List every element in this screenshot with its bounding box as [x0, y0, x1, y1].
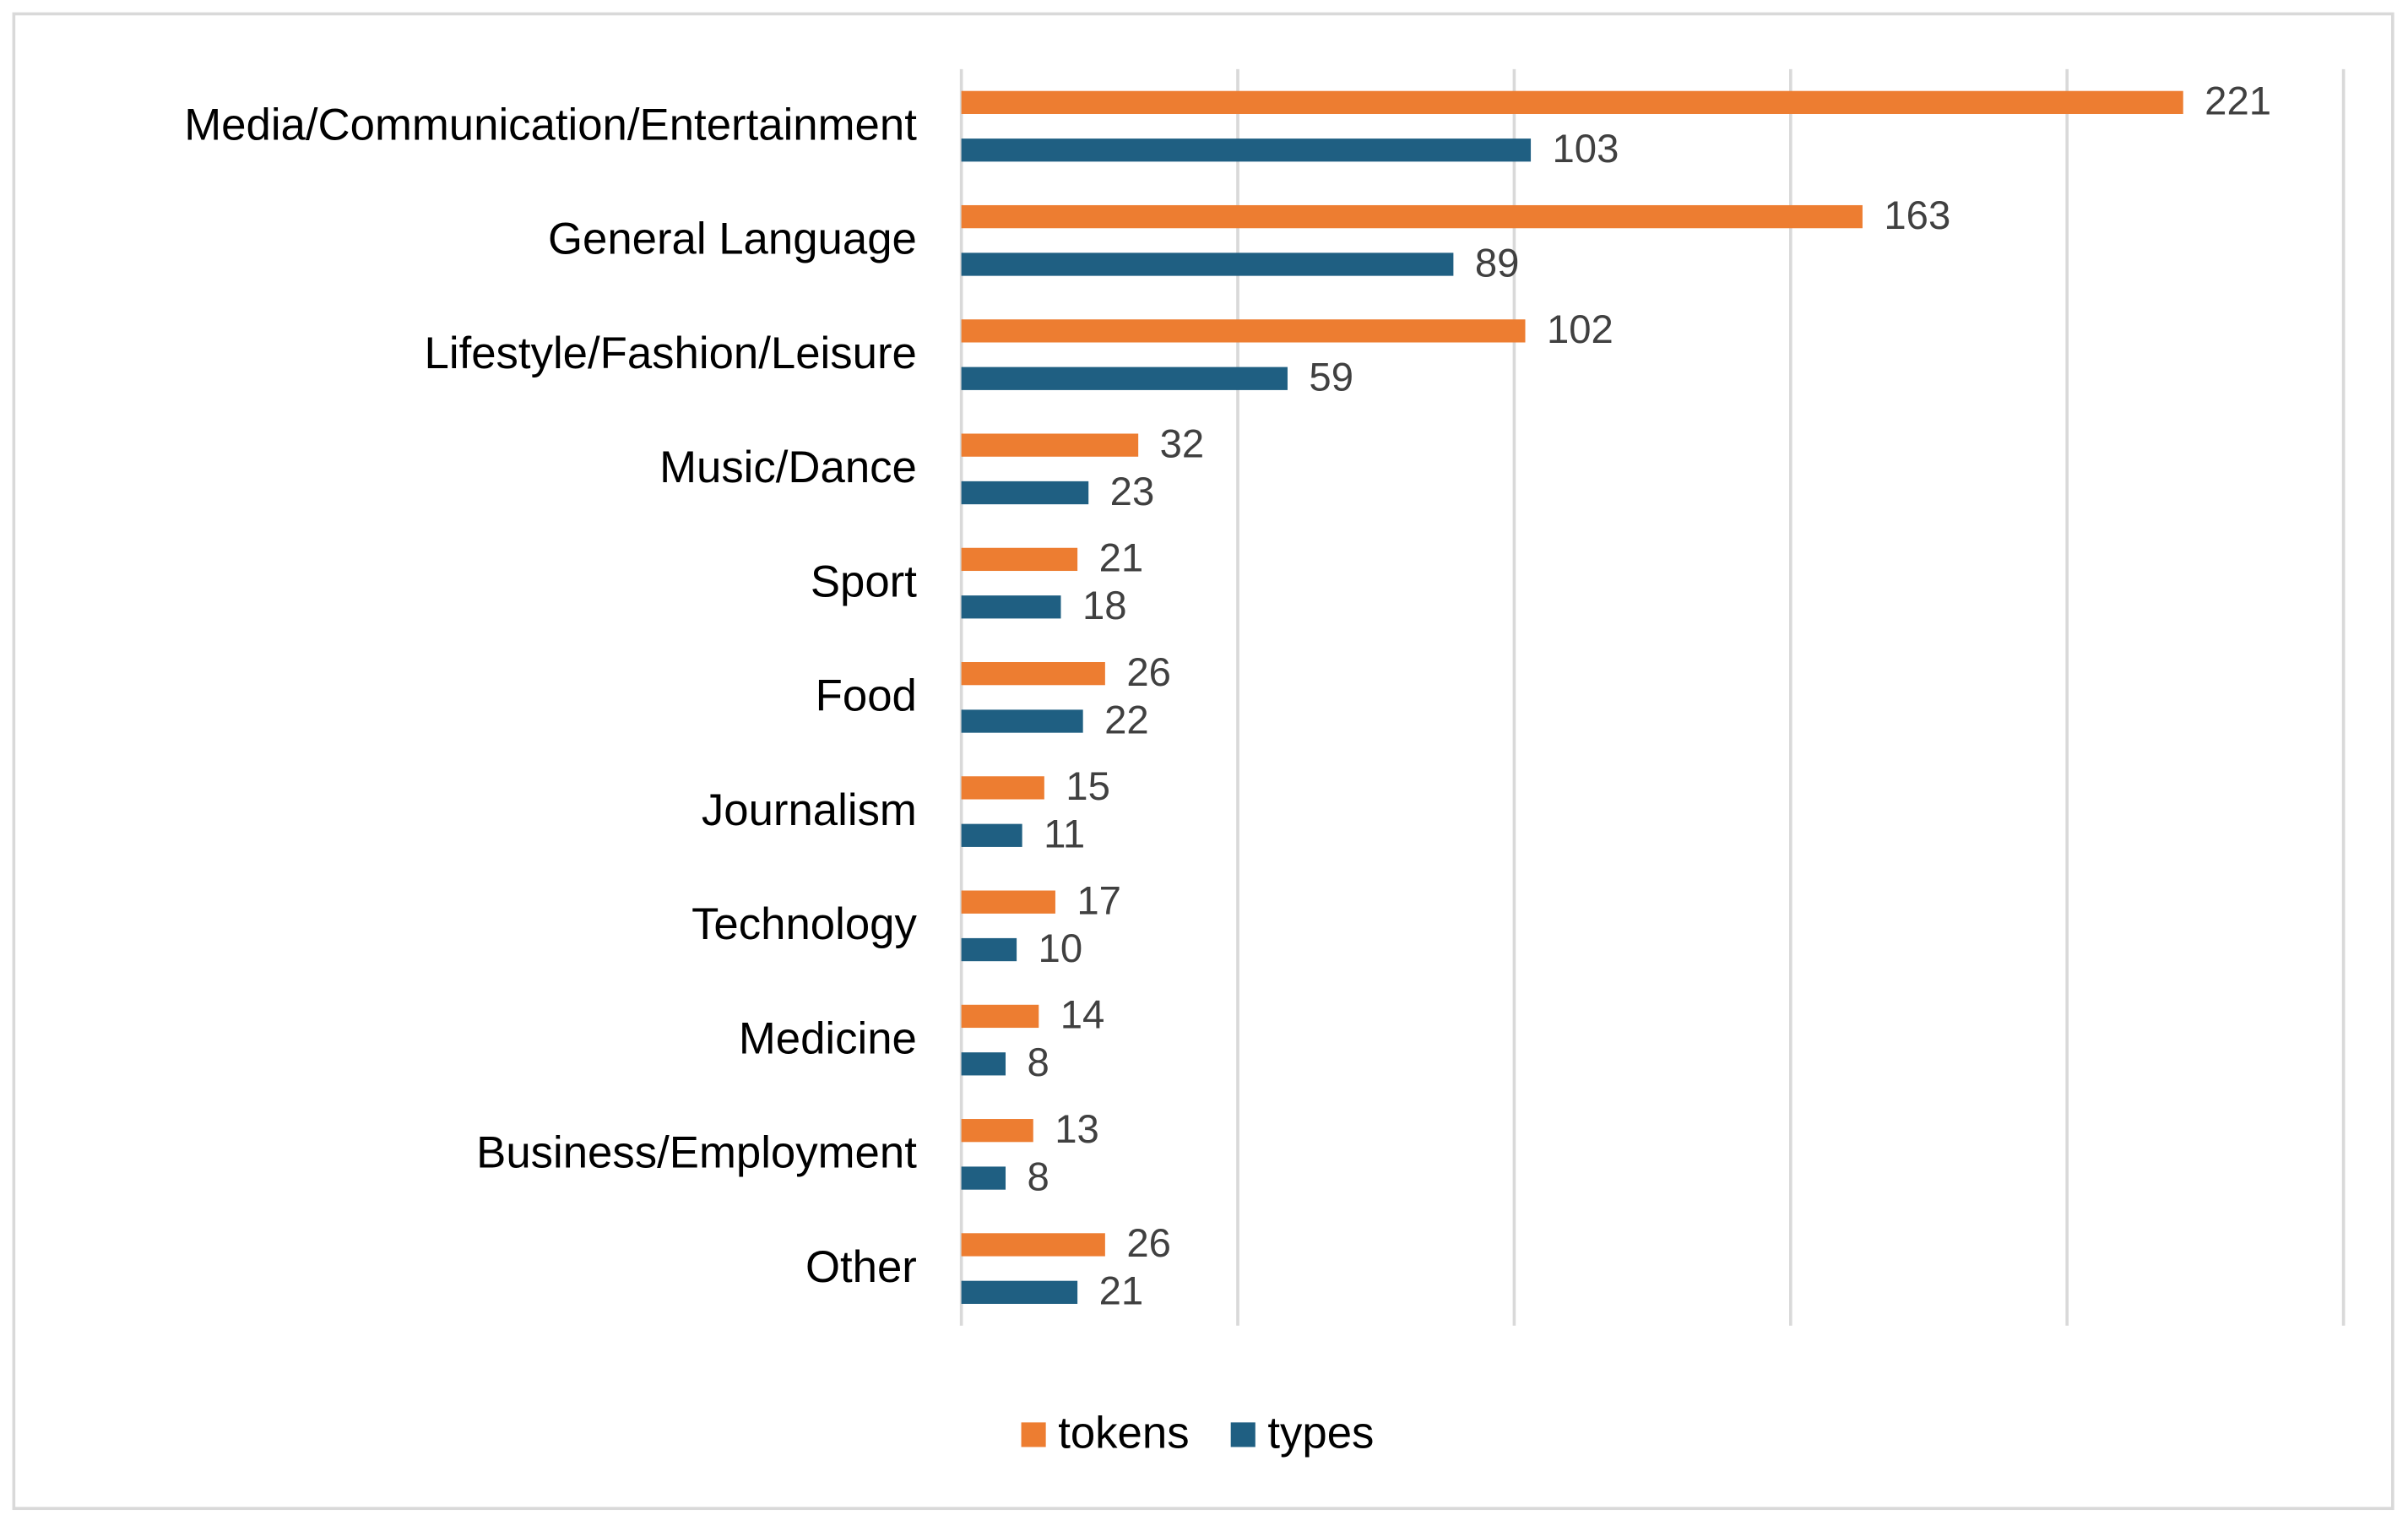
value-label: 18 [1082, 584, 1127, 628]
bar [961, 1280, 1078, 1304]
value-label: 22 [1104, 698, 1149, 742]
value-label: 21 [1099, 1269, 1144, 1314]
bar [961, 595, 1061, 619]
value-label: 26 [1126, 1221, 1171, 1266]
bar [961, 1119, 1033, 1143]
value-label: 89 [1475, 241, 1520, 285]
bar [961, 1004, 1039, 1029]
y-tick-label: Other [805, 1242, 917, 1292]
bar [961, 937, 1017, 962]
bar [961, 709, 1083, 733]
value-label: 21 [1099, 536, 1144, 581]
y-tick-label: Media/Communication/Entertainment [184, 100, 917, 149]
y-tick-label: Technology [691, 899, 917, 949]
value-label: 8 [1027, 1040, 1049, 1085]
bar [961, 367, 1288, 390]
bar [961, 433, 1139, 457]
y-tick-label: Sport [811, 557, 917, 606]
value-label: 14 [1060, 993, 1105, 1038]
legend-swatch [1230, 1422, 1256, 1447]
y-tick-label: Music/Dance [659, 443, 917, 492]
bar [961, 1233, 1105, 1257]
bar [961, 138, 1532, 162]
bar [961, 823, 1022, 847]
y-tick-label: Food [816, 671, 917, 721]
legend-swatch [1021, 1422, 1046, 1447]
value-label: 23 [1110, 470, 1155, 514]
bar [961, 253, 1454, 276]
bar [961, 90, 2183, 114]
value-label: 59 [1309, 356, 1353, 400]
bar [961, 1052, 1006, 1076]
value-label: 221 [2205, 79, 2271, 124]
legend-label: types [1267, 1409, 1374, 1458]
y-tick-label: Medicine [739, 1013, 917, 1063]
bar [961, 1166, 1006, 1190]
y-tick-label: Journalism [702, 785, 917, 835]
value-label: 15 [1066, 764, 1110, 809]
value-label: 102 [1547, 307, 1613, 352]
bar [961, 547, 1078, 572]
value-label: 103 [1553, 127, 1619, 171]
bar [961, 481, 1089, 505]
bar [961, 776, 1044, 800]
value-label: 11 [1044, 812, 1085, 857]
y-tick-label: Lifestyle/Fashion/Leisure [425, 329, 917, 378]
y-tick-label: General Language [548, 215, 917, 264]
value-label: 8 [1027, 1154, 1049, 1199]
bar [961, 319, 1526, 343]
value-label: 17 [1077, 878, 1121, 923]
value-label: 32 [1160, 421, 1205, 466]
value-label: 26 [1126, 650, 1171, 695]
bar [961, 661, 1105, 686]
legend-label: tokens [1058, 1409, 1189, 1458]
y-tick-label: Business/Employment [476, 1128, 917, 1178]
value-label: 10 [1039, 926, 1083, 971]
bar [961, 204, 1863, 229]
value-label: 163 [1884, 193, 1950, 238]
value-label: 13 [1055, 1107, 1099, 1152]
chart-border [12, 12, 2394, 1511]
bar [961, 890, 1055, 914]
